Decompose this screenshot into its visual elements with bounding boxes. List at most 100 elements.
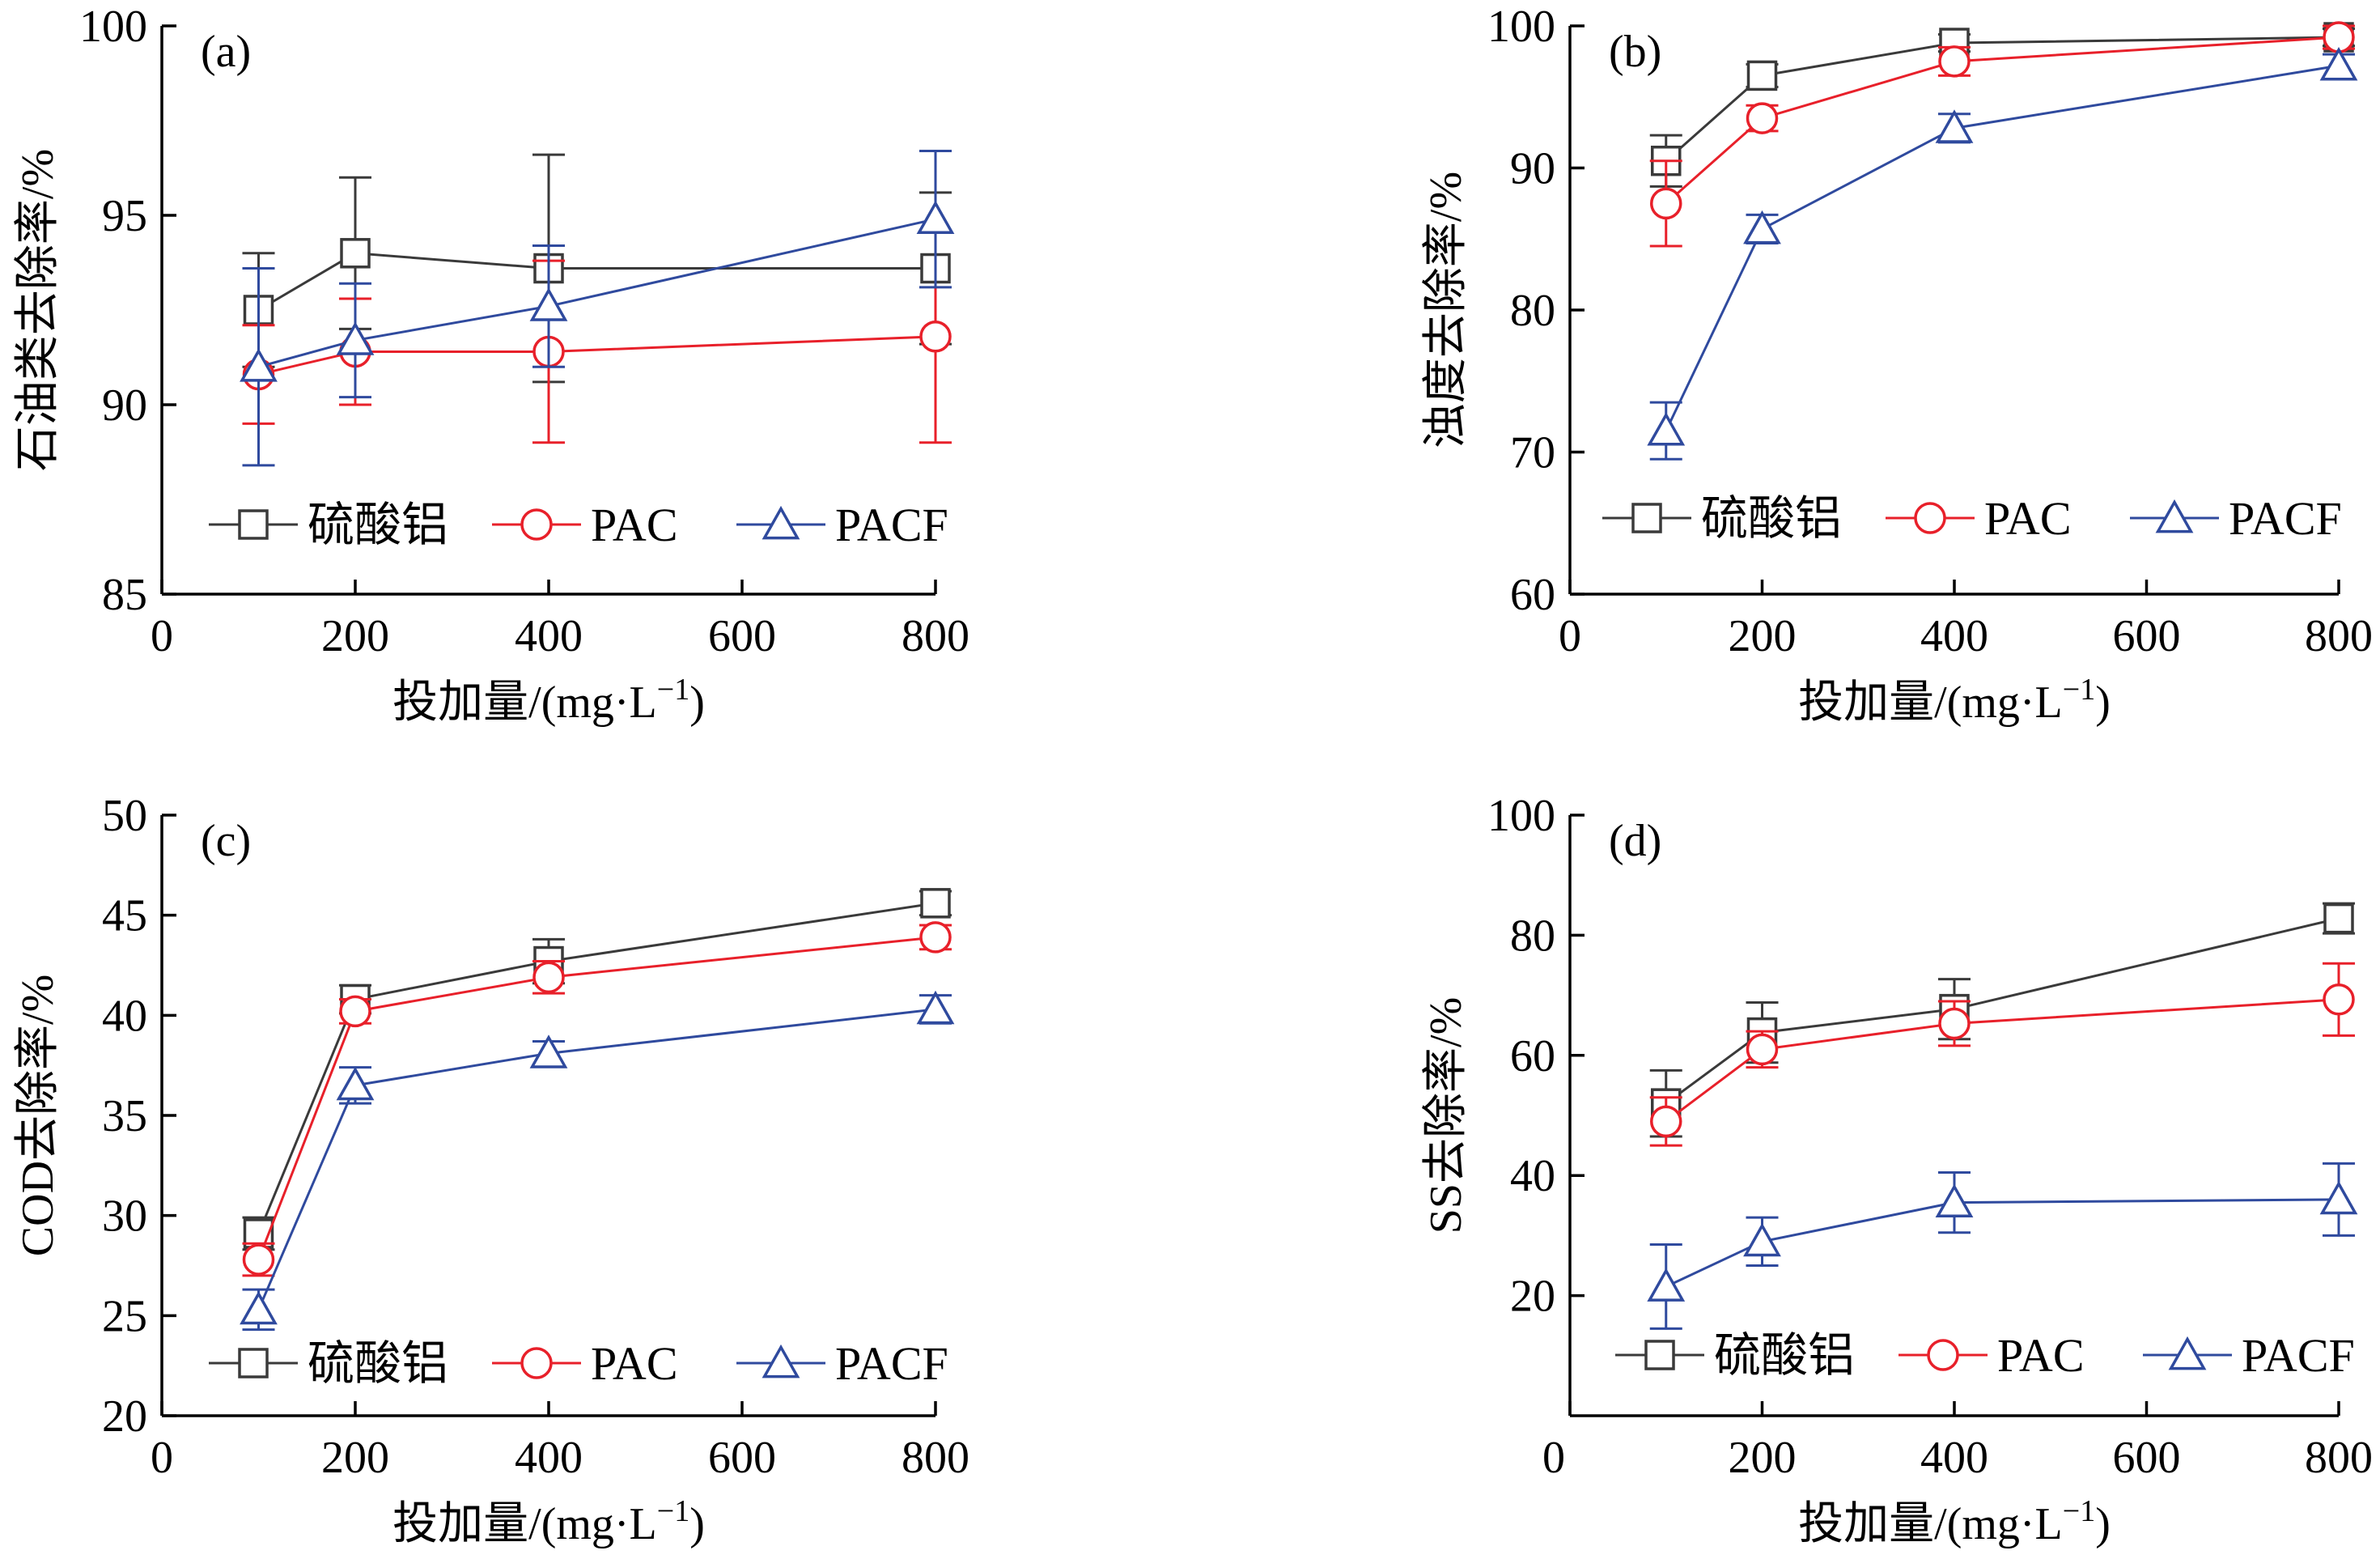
x-tick-label: 200 xyxy=(321,611,389,661)
x-axis-title-text: 投加量/(mg·L xyxy=(1798,1499,2063,1549)
data-point xyxy=(529,1034,568,1068)
chart-panel-b: 60 70 80 90 100 0 200 400 600 800 投加量/(mg·L−1) 浊度去除… xyxy=(1421,2,2373,728)
series-line xyxy=(1665,36,2340,205)
legend-label: PACF xyxy=(835,499,948,551)
x-tick-label: 800 xyxy=(902,611,969,661)
y-tick-label: 95 xyxy=(102,191,147,241)
data-point xyxy=(339,995,371,1028)
x-tick-label: 400 xyxy=(1920,1433,1988,1483)
legend-label: 硫酸铝 xyxy=(308,499,448,551)
legend-label: 硫酸铝 xyxy=(1701,492,1842,545)
x-tick-label: 600 xyxy=(2113,1433,2181,1483)
x-axis-title-text: 投加量/(mg·L xyxy=(392,678,657,728)
legend-marker xyxy=(2168,1336,2207,1370)
x-axis-title-superscript: −1 xyxy=(657,1494,689,1528)
legend: 硫酸铝 PAC PACF xyxy=(1602,492,2342,545)
y-tick-label: 35 xyxy=(102,1091,147,1141)
data-point xyxy=(336,321,375,355)
data-point xyxy=(1647,1268,1686,1302)
data-point xyxy=(2319,1180,2358,1215)
x-tick-label: 600 xyxy=(708,611,776,661)
x-tick-label: 400 xyxy=(515,1433,583,1483)
data-point xyxy=(240,348,278,382)
x-tick-label: 600 xyxy=(2113,611,2181,661)
legend-label: PAC xyxy=(1984,492,2072,545)
x-axis-title: 投加量/(mg·L−1) xyxy=(392,673,705,728)
x-tick-label: 200 xyxy=(1729,1433,1797,1483)
legend-label: 硫酸铝 xyxy=(1714,1329,1855,1382)
y-tick-label: 80 xyxy=(1510,286,1555,336)
x-tick-label: 400 xyxy=(515,611,583,661)
series-line xyxy=(1665,1198,2340,1288)
x-tick-label: 0 xyxy=(1542,1433,1565,1483)
series-triangle xyxy=(240,990,955,1332)
x-axis-title-text: ) xyxy=(689,678,705,728)
chart-panel-d: 20 40 60 80 100 0 200 400 600 800 投加量/(mg·L−1) SS去除… xyxy=(1421,791,2373,1549)
data-point xyxy=(919,921,952,954)
y-tick-label: 20 xyxy=(102,1391,147,1442)
series-triangle xyxy=(1647,47,2358,461)
series-line xyxy=(257,902,936,1234)
y-tick-label: 90 xyxy=(102,380,147,431)
x-tick-label: 0 xyxy=(151,611,173,661)
legend-label: PACF xyxy=(2242,1329,2355,1382)
x-axis-title-superscript: −1 xyxy=(657,673,689,707)
data-point xyxy=(2323,903,2354,934)
legend-marker xyxy=(1644,1340,1675,1370)
x-axis-title-text: 投加量/(mg·L xyxy=(1798,678,2063,728)
legend-label: 硫酸铝 xyxy=(308,1337,448,1390)
legend: 硫酸铝 PAC PACF xyxy=(209,499,948,551)
data-point xyxy=(532,961,565,994)
series-line xyxy=(1665,36,2340,162)
x-axis-title: 投加量/(mg·L−1) xyxy=(1798,1494,2111,1549)
data-point xyxy=(920,888,951,919)
series-line xyxy=(258,218,936,368)
series-circle xyxy=(1649,21,2355,248)
x-axis-title: 投加量/(mg·L−1) xyxy=(392,1494,705,1549)
legend-marker xyxy=(520,1347,553,1379)
y-tick-label: 50 xyxy=(102,791,147,841)
x-tick-label: 800 xyxy=(2305,1433,2373,1483)
x-axis-title-text: ) xyxy=(2095,678,2111,728)
legend-label: PAC xyxy=(591,1337,678,1390)
legend-label: PACF xyxy=(835,1337,948,1390)
series-line xyxy=(1665,998,2340,1123)
y-tick-label: 60 xyxy=(1510,570,1555,620)
x-tick-label: 200 xyxy=(321,1433,389,1483)
y-tick-label: 80 xyxy=(1510,911,1555,961)
legend-marker xyxy=(1914,502,1946,534)
data-point xyxy=(240,1290,278,1325)
x-tick-label: 200 xyxy=(1729,611,1797,661)
legend-label: PAC xyxy=(1997,1329,2085,1382)
y-tick-label: 70 xyxy=(1510,428,1555,478)
y-tick-label: 40 xyxy=(102,991,147,1041)
legend: 硫酸铝 PAC PACF xyxy=(209,1337,948,1390)
data-point xyxy=(919,321,952,353)
x-tick-label: 800 xyxy=(902,1433,969,1483)
data-point xyxy=(340,238,371,269)
legend-marker xyxy=(762,505,800,540)
panel-label: (c) xyxy=(201,816,251,866)
y-tick-label: 60 xyxy=(1510,1031,1555,1081)
data-point xyxy=(1650,1105,1682,1138)
legend-marker xyxy=(520,508,553,541)
legend-marker xyxy=(1631,503,1662,533)
series-line xyxy=(257,936,936,1260)
panel-label: (b) xyxy=(1609,27,1661,77)
x-axis-title-text: ) xyxy=(2095,1499,2111,1549)
y-tick-label: 85 xyxy=(102,570,147,620)
data-point xyxy=(916,990,955,1025)
x-axis-title-superscript: −1 xyxy=(2063,673,2095,707)
series-circle xyxy=(1649,962,2355,1147)
x-tick-label: 0 xyxy=(151,1433,173,1483)
x-axis-title-text: 投加量/(mg·L xyxy=(392,1499,657,1549)
y-tick-label: 90 xyxy=(1510,144,1555,194)
data-point xyxy=(1935,1183,1974,1217)
series-line xyxy=(1665,64,2340,431)
y-tick-label: 100 xyxy=(1487,2,1555,52)
data-point xyxy=(1938,1007,1971,1040)
legend: 硫酸铝 PAC PACF xyxy=(1615,1329,2355,1382)
series-line xyxy=(257,1008,936,1310)
y-tick-label: 100 xyxy=(1487,791,1555,841)
